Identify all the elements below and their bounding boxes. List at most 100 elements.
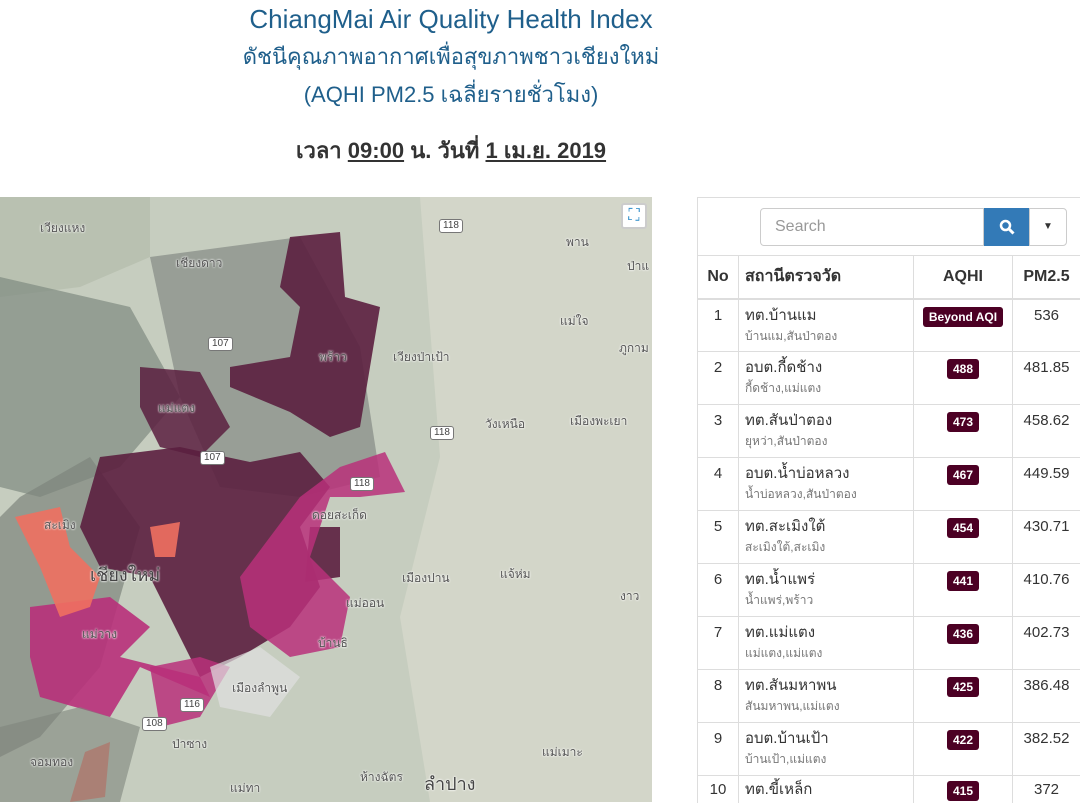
row-no: 1 (698, 299, 739, 352)
row-no: 3 (698, 405, 739, 458)
table-row[interactable]: 1 ทต.บ้านแมบ้านแม,สันป่าตอง Beyond AQI 5… (698, 299, 1080, 352)
aqhi-badge: 422 (947, 730, 979, 750)
highway-shield: 108 (142, 717, 167, 731)
row-pm25: 410.76 (1013, 564, 1080, 617)
search-input[interactable]: Search (760, 208, 984, 246)
highway-shield: 118 (439, 219, 463, 233)
map-place-label: แม่ทา (230, 781, 260, 795)
map-place-label: เวียงป่าเป้า (393, 350, 450, 364)
header-no[interactable]: No (698, 256, 739, 299)
table-row[interactable]: 3 ทต.สันป่าตองยุหว่า,สันป่าตอง 473 458.6… (698, 405, 1080, 458)
aqhi-map[interactable]: เวียงแหงเชียงดาวพานป่าแแม่ใจภูกามพร้าวเว… (0, 197, 652, 802)
timestamp: เวลา 09:00 น. วันที่ 1 เม.ย. 2019 (0, 138, 902, 164)
station-area: สันมหาพน,แม่แตง (745, 699, 913, 713)
table-row[interactable]: 9 อบต.บ้านเป้าบ้านเป้า,แม่แตง 422 382.52 (698, 723, 1080, 776)
row-no: 8 (698, 670, 739, 723)
station-name: ทต.สันมหาพน (745, 677, 837, 694)
station-name: ทต.สะเมิงใต้ (745, 518, 825, 535)
search-dropdown-button[interactable]: ▼ (1029, 208, 1067, 246)
map-place-label: วังเหนือ (485, 417, 525, 431)
map-place-label: แม่ออน (346, 596, 384, 610)
search-button[interactable] (984, 208, 1029, 246)
row-pm25: 372 (1013, 776, 1080, 803)
station-panel: Search ▼ No สถานีตรวจวัด AQHI PM2.5 1 ทต… (697, 197, 1080, 802)
table-row[interactable]: 2 อบต.กี้ดช้างกี้ดช้าง,แม่แตง 488 481.85 (698, 352, 1080, 405)
station-area: น้ำบ่อหลวง,สันป่าตอง (745, 487, 913, 501)
row-aqhi: 473 (914, 405, 1013, 458)
row-station: อบต.กี้ดช้างกี้ดช้าง,แม่แตง (739, 352, 914, 405)
row-aqhi: 441 (914, 564, 1013, 617)
fullscreen-button[interactable]: ⛶ (621, 203, 647, 229)
row-pm25: 430.71 (1013, 511, 1080, 564)
row-no: 7 (698, 617, 739, 670)
station-area: แม่แตง,แม่แตง (745, 646, 913, 660)
aqhi-badge: 454 (947, 518, 979, 538)
row-aqhi: 422 (914, 723, 1013, 776)
station-area: ยุหว่า,สันป่าตอง (745, 434, 913, 448)
row-station: ทต.น้ำแพร่น้ำแพร่,พร้าว (739, 564, 914, 617)
aqhi-badge: 415 (947, 781, 979, 801)
map-place-label: ป่าซาง (172, 737, 207, 751)
row-no: 9 (698, 723, 739, 776)
map-place-label: เชียงใหม่ (90, 565, 160, 585)
header-pm25[interactable]: PM2.5 (1013, 256, 1080, 299)
map-place-label: เมืองพะเยา (570, 414, 627, 428)
aqhi-badge: Beyond AQI (923, 307, 1003, 327)
aqhi-badge: 441 (947, 571, 979, 591)
station-name: ทต.แม่แตง (745, 624, 815, 641)
map-place-label: แจ้ห่ม (500, 567, 531, 581)
station-area: บ้านเป้า,แม่แตง (745, 752, 913, 766)
highway-shield: 107 (208, 337, 233, 351)
station-name: อบต.น้ำบ่อหลวง (745, 465, 849, 482)
table-row[interactable]: 8 ทต.สันมหาพนสันมหาพน,แม่แตง 425 386.48 (698, 670, 1080, 723)
table-row[interactable]: 10 ทต.ขี้เหล็ก 415 372 (698, 776, 1080, 803)
map-place-label: ลำปาง (424, 774, 475, 794)
row-station: อบต.บ้านเป้าบ้านเป้า,แม่แตง (739, 723, 914, 776)
map-place-label: ห้างฉัตร (360, 770, 403, 784)
map-place-label: จอมทอง (30, 755, 73, 769)
station-name: อบต.กี้ดช้าง (745, 359, 822, 376)
row-pm25: 481.85 (1013, 352, 1080, 405)
table-row[interactable]: 6 ทต.น้ำแพร่น้ำแพร่,พร้าว 441 410.76 (698, 564, 1080, 617)
station-area: สะเมิงใต้,สะเมิง (745, 540, 913, 554)
table-row[interactable]: 4 อบต.น้ำบ่อหลวงน้ำบ่อหลวง,สันป่าตอง 467… (698, 458, 1080, 511)
aqhi-badge: 488 (947, 359, 979, 379)
aqhi-badge: 473 (947, 412, 979, 432)
row-pm25: 458.62 (1013, 405, 1080, 458)
search-icon (999, 219, 1015, 235)
map-place-label: เชียงดาว (176, 256, 222, 270)
map-place-label: พาน (566, 235, 589, 249)
row-no: 6 (698, 564, 739, 617)
map-place-label: แม่เมาะ (542, 745, 583, 759)
map-layer (0, 197, 652, 802)
table-row[interactable]: 7 ทต.แม่แตงแม่แตง,แม่แตง 436 402.73 (698, 617, 1080, 670)
aqhi-badge: 436 (947, 624, 979, 644)
station-area: บ้านแม,สันป่าตอง (745, 329, 913, 343)
station-name: ทต.ขี้เหล็ก (745, 781, 812, 798)
station-table: No สถานีตรวจวัด AQHI PM2.5 1 ทต.บ้านแมบ้… (697, 255, 1080, 803)
map-place-label: เวียงแหง (40, 221, 85, 235)
highway-shield: 116 (180, 698, 204, 712)
time-value: 09:00 (348, 138, 404, 163)
row-aqhi: Beyond AQI (914, 299, 1013, 352)
row-aqhi: 454 (914, 511, 1013, 564)
row-station: ทต.สะเมิงใต้สะเมิงใต้,สะเมิง (739, 511, 914, 564)
map-place-label: เมืองปาน (402, 571, 450, 585)
row-station: ทต.ขี้เหล็ก (739, 776, 914, 803)
map-place-label: แม่ใจ (560, 314, 589, 328)
table-row[interactable]: 5 ทต.สะเมิงใต้สะเมิงใต้,สะเมิง 454 430.7… (698, 511, 1080, 564)
expand-icon: ⛶ (628, 207, 639, 224)
header-aqhi[interactable]: AQHI (914, 256, 1013, 299)
header-station[interactable]: สถานีตรวจวัด (739, 256, 914, 299)
row-aqhi: 467 (914, 458, 1013, 511)
map-place-label: ดอยสะเก็ด (312, 508, 367, 522)
page-subtitle-aqhi: (AQHI PM2.5 เฉลี่ยรายชั่วโมง) (0, 82, 902, 108)
row-station: ทต.แม่แตงแม่แตง,แม่แตง (739, 617, 914, 670)
row-no: 5 (698, 511, 739, 564)
page-subtitle-thai: ดัชนีคุณภาพอากาศเพื่อสุขภาพชาวเชียงใหม่ (0, 44, 902, 70)
page-title: ChiangMai Air Quality Health Index (0, 4, 902, 35)
row-station: ทต.บ้านแมบ้านแม,สันป่าตอง (739, 299, 914, 352)
station-area: กี้ดช้าง,แม่แตง (745, 381, 913, 395)
row-no: 4 (698, 458, 739, 511)
aqhi-badge: 467 (947, 465, 979, 485)
